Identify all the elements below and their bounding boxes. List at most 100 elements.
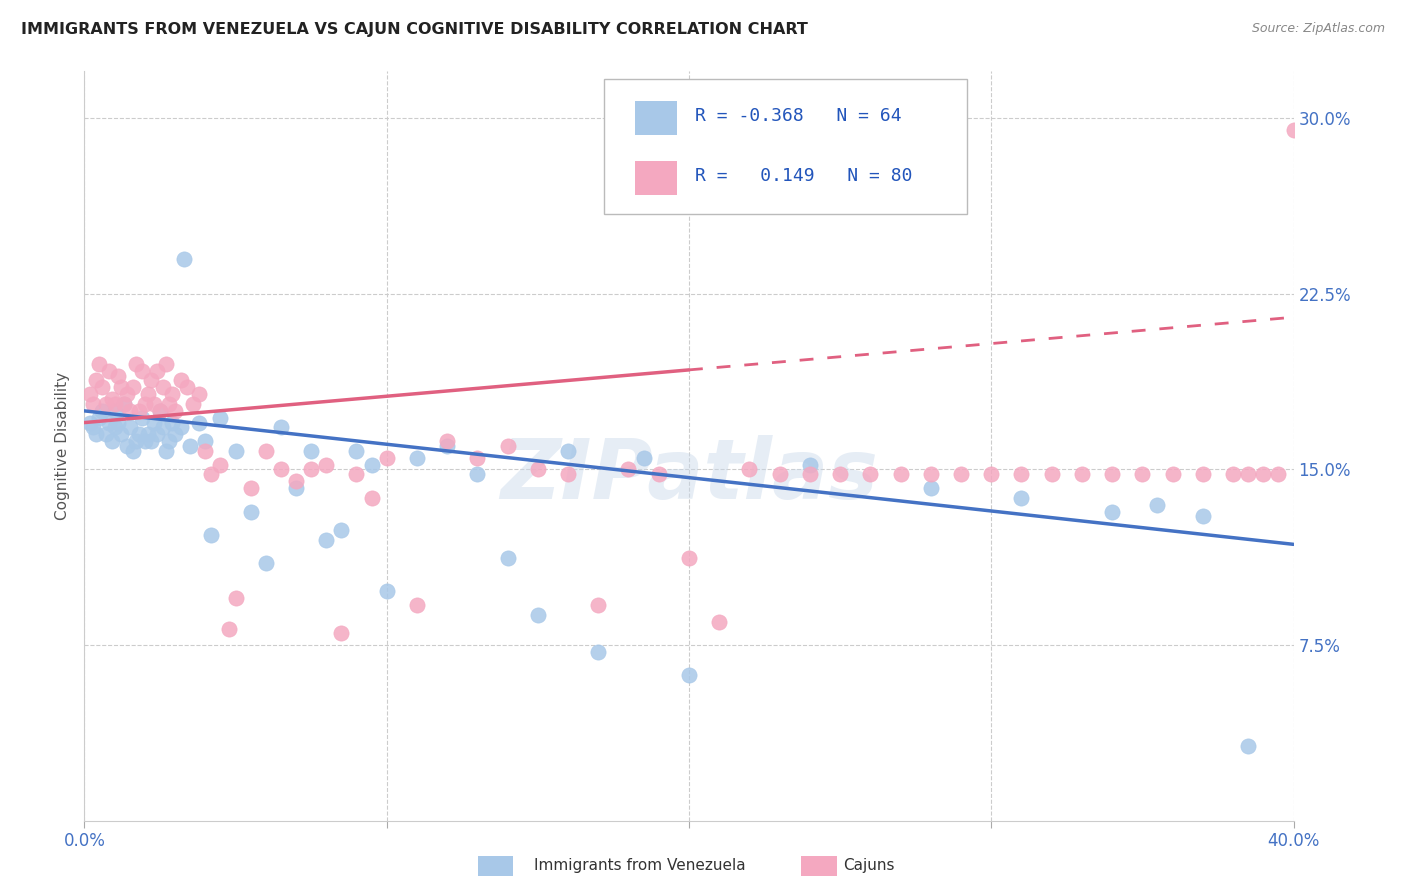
- Y-axis label: Cognitive Disability: Cognitive Disability: [55, 372, 70, 520]
- Point: [299, 462, 322, 476]
- Point: [709, 615, 731, 629]
- Point: [104, 397, 127, 411]
- Point: [165, 404, 187, 418]
- Point: [527, 607, 550, 622]
- Point: [980, 467, 1002, 482]
- Point: [94, 397, 117, 411]
- Point: [1011, 467, 1033, 482]
- Point: [131, 411, 153, 425]
- Point: [194, 434, 217, 449]
- Point: [115, 387, 138, 401]
- Point: [406, 599, 429, 613]
- Point: [859, 467, 882, 482]
- Point: [633, 450, 655, 465]
- Point: [142, 397, 165, 411]
- Point: [239, 481, 262, 495]
- Point: [436, 434, 458, 449]
- Point: [128, 427, 150, 442]
- Point: [176, 380, 198, 394]
- Point: [678, 668, 700, 682]
- Point: [1192, 509, 1215, 524]
- Point: [920, 481, 942, 495]
- Point: [110, 427, 132, 442]
- Point: [89, 411, 111, 425]
- Point: [830, 467, 852, 482]
- Point: [1161, 467, 1184, 482]
- Point: [82, 420, 104, 434]
- Point: [1267, 467, 1289, 482]
- Point: [121, 380, 143, 394]
- Point: [94, 427, 117, 442]
- Point: [115, 439, 138, 453]
- Point: [254, 556, 277, 570]
- Point: [1130, 467, 1153, 482]
- Point: [128, 404, 150, 418]
- Point: [346, 467, 368, 482]
- Point: [496, 439, 519, 453]
- Point: [82, 397, 104, 411]
- Point: [375, 450, 398, 465]
- Point: [100, 434, 122, 449]
- Text: IMMIGRANTS FROM VENEZUELA VS CAJUN COGNITIVE DISABILITY CORRELATION CHART: IMMIGRANTS FROM VENEZUELA VS CAJUN COGNI…: [21, 22, 808, 37]
- Point: [557, 467, 579, 482]
- Point: [179, 439, 201, 453]
- Point: [557, 443, 579, 458]
- Point: [157, 434, 180, 449]
- Point: [648, 467, 671, 482]
- Point: [285, 481, 308, 495]
- Point: [588, 645, 610, 659]
- Point: [346, 443, 368, 458]
- Point: [360, 491, 382, 505]
- Text: ZIPatlas: ZIPatlas: [501, 435, 877, 516]
- Point: [152, 420, 174, 434]
- Point: [299, 443, 322, 458]
- Point: [181, 397, 204, 411]
- Point: [315, 458, 337, 472]
- Point: [112, 397, 135, 411]
- Point: [149, 404, 172, 418]
- Point: [617, 462, 640, 476]
- Point: [1146, 498, 1168, 512]
- Point: [100, 392, 122, 407]
- Point: [496, 551, 519, 566]
- Point: [188, 387, 211, 401]
- Point: [131, 364, 153, 378]
- Point: [170, 420, 193, 434]
- Point: [118, 420, 141, 434]
- Point: [890, 467, 912, 482]
- Point: [436, 439, 458, 453]
- Point: [139, 434, 162, 449]
- Text: Immigrants from Venezuela: Immigrants from Venezuela: [534, 858, 747, 872]
- Point: [136, 387, 159, 401]
- Point: [200, 467, 222, 482]
- Point: [107, 416, 129, 430]
- Point: [142, 416, 165, 430]
- Point: [170, 374, 193, 388]
- Point: [107, 368, 129, 383]
- Point: [188, 416, 211, 430]
- Point: [194, 443, 217, 458]
- Point: [112, 397, 135, 411]
- Point: [406, 450, 429, 465]
- Point: [121, 443, 143, 458]
- Point: [527, 462, 550, 476]
- Point: [86, 427, 108, 442]
- Point: [160, 387, 183, 401]
- Point: [1192, 467, 1215, 482]
- Point: [209, 411, 232, 425]
- Point: [136, 427, 159, 442]
- Point: [173, 252, 195, 266]
- Point: [678, 551, 700, 566]
- Point: [799, 467, 821, 482]
- Point: [769, 467, 792, 482]
- Point: [270, 462, 292, 476]
- Point: [155, 443, 177, 458]
- Point: [104, 420, 127, 434]
- Point: [285, 474, 308, 488]
- Text: Source: ZipAtlas.com: Source: ZipAtlas.com: [1251, 22, 1385, 36]
- Point: [155, 357, 177, 371]
- Point: [91, 404, 114, 418]
- Point: [118, 404, 141, 418]
- FancyBboxPatch shape: [634, 161, 676, 195]
- Point: [467, 467, 489, 482]
